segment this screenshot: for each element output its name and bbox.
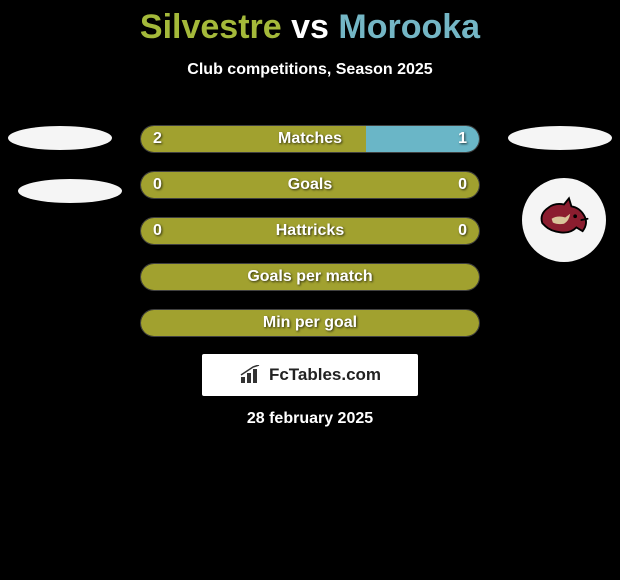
date-text: 28 february 2025 — [0, 410, 620, 428]
player-left-avatar-placeholder-1 — [8, 126, 112, 150]
stat-row: Goals per match — [140, 263, 480, 291]
stat-row: Min per goal — [140, 309, 480, 337]
player-right-name: Morooka — [338, 8, 480, 46]
coyote-icon — [533, 189, 595, 251]
stat-row: Goals0 0 — [140, 171, 480, 199]
stat-value-right: 1 — [458, 126, 467, 152]
stat-row: Matches2 1 — [140, 125, 480, 153]
stat-label: Min per goal — [141, 310, 479, 336]
brand-text: FcTables.com — [269, 365, 381, 385]
stat-row: Hattricks0 0 — [140, 217, 480, 245]
stat-value-left: 0 — [153, 172, 162, 198]
stat-value-left: 2 — [153, 126, 162, 152]
stat-value-right: 0 — [458, 172, 467, 198]
page-title: Silvestre vs Morooka — [0, 0, 620, 47]
stat-value-left: 0 — [153, 218, 162, 244]
bar-chart-icon — [239, 365, 263, 385]
stat-label: Matches — [141, 126, 479, 152]
stat-label: Goals — [141, 172, 479, 198]
player-left-name: Silvestre — [140, 8, 282, 46]
team-logo-badge — [522, 178, 606, 262]
player-left-avatar-placeholder-2 — [18, 179, 122, 203]
stat-bars: Matches21Goals00Hattricks00Goals per mat… — [140, 125, 480, 355]
subtitle: Club competitions, Season 2025 — [0, 61, 620, 79]
stat-value-right: 0 — [458, 218, 467, 244]
stat-label: Hattricks — [141, 218, 479, 244]
stat-label: Goals per match — [141, 264, 479, 290]
player-right-avatar-placeholder — [508, 126, 612, 150]
brand-badge: FcTables.com — [202, 354, 418, 396]
vs-text: vs — [291, 8, 329, 46]
